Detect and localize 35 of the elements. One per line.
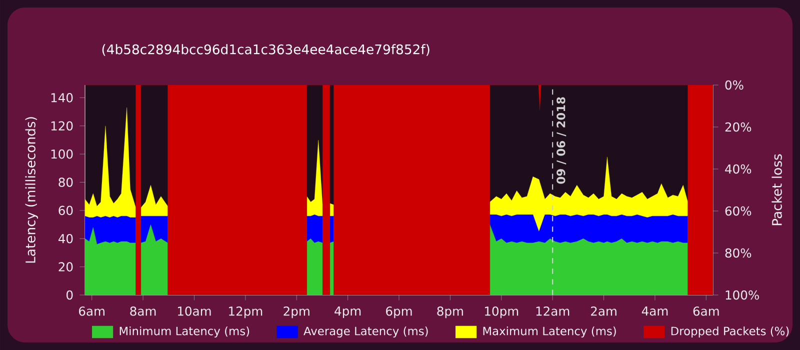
x-tick-label: 12am — [536, 306, 570, 316]
y-tick-label: 80 — [58, 178, 73, 187]
y2-tick-label: 100% — [726, 290, 759, 300]
x-tick-label: 12pm — [229, 306, 262, 318]
x-tick-label: 8am — [130, 306, 156, 316]
y-tick-label: 100 — [51, 149, 73, 159]
x-tick-label: 8pm — [437, 306, 463, 318]
y-tick-label: 40 — [58, 234, 73, 244]
y2-tick-label: 20% — [725, 122, 752, 132]
y-tick-label: 120 — [51, 121, 73, 131]
y2-tick-label: 60% — [725, 206, 752, 216]
x-tick-label: 4pm — [334, 306, 361, 318]
y-tick-label: 0 — [66, 290, 73, 300]
legend-label: Maximum Latency (ms) — [483, 326, 616, 338]
y2-tick-label: 80% — [725, 248, 752, 258]
x-tick-label: 4am — [642, 306, 668, 316]
legend-label: Average Latency (ms) — [304, 326, 428, 338]
ref-line-label: 09 / 06 / 2018 — [556, 97, 566, 184]
y-tick-label: 20 — [58, 262, 73, 272]
y-tick-label: 140 — [51, 93, 73, 102]
x-tick-label: 10pm — [485, 306, 518, 318]
y2-tick-label: 40% — [725, 164, 752, 174]
x-tick-label: 2am — [591, 306, 616, 316]
x-tick-label: 6am — [79, 306, 104, 316]
legend-label: Dropped Packets (%) — [671, 326, 789, 338]
x-tick-label: 6am — [693, 306, 719, 316]
y2-axis-title: Packet loss — [772, 154, 782, 226]
x-tick-label: 10am — [178, 306, 211, 316]
x-tick-label: 2pm — [284, 306, 310, 318]
y2-tick-label: 0% — [725, 80, 744, 90]
y-axis-title: Latency (milliseconds) — [25, 117, 38, 263]
chart-subtitle: (4b58c2894bcc96d1ca1c363e4ee4ace4e79f852f) — [102, 44, 430, 56]
legend-label: Minimum Latency (ms) — [120, 326, 250, 338]
x-tick-label: 6pm — [386, 306, 412, 318]
y-tick-label: 60 — [58, 206, 73, 216]
